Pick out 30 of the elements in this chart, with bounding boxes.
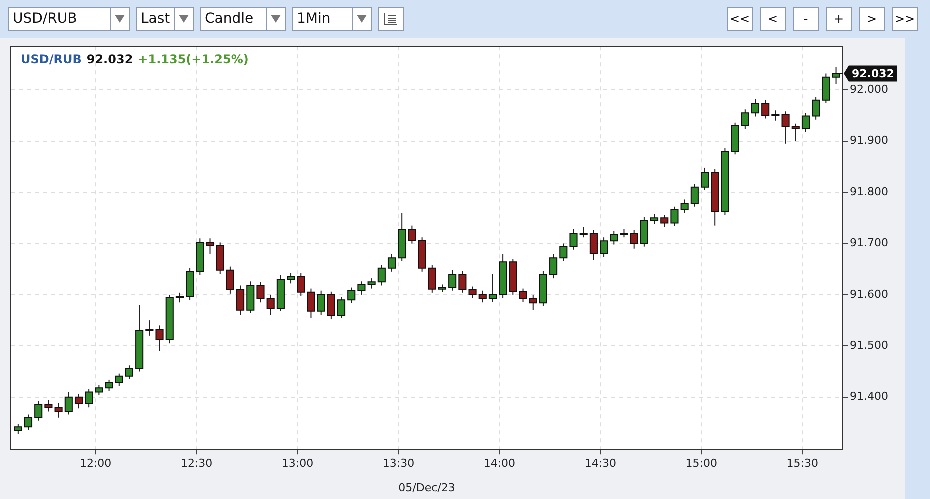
y-tick-label: 91.400 bbox=[850, 390, 888, 404]
x-tick-label: 13:30 bbox=[382, 457, 415, 470]
y-tick-label: 91.900 bbox=[850, 134, 888, 148]
y-tick-label: 91.600 bbox=[850, 288, 888, 301]
text: Candle bbox=[204, 11, 255, 27]
x-tick-label: 12:30 bbox=[180, 457, 213, 470]
annotation: 92.032 bbox=[86, 52, 134, 67]
text: + bbox=[826, 7, 852, 31]
text: 1Min bbox=[296, 11, 332, 27]
text: << bbox=[727, 7, 753, 31]
annotation: 92.032 bbox=[852, 68, 894, 81]
x-axis-title: 05/Dec/23 bbox=[398, 481, 456, 494]
text: Last bbox=[140, 11, 172, 27]
y-tick-label: 91.700 bbox=[850, 236, 888, 250]
x-tick-label: 13:00 bbox=[282, 457, 314, 470]
text: USD/RUB bbox=[12, 11, 78, 27]
y-tick-label: 91.800 bbox=[850, 185, 888, 198]
text: USD/RUB bbox=[21, 52, 82, 67]
annotation: +1.135(+1.25%) bbox=[138, 52, 249, 67]
y-tick-label: 92.000 bbox=[850, 82, 888, 96]
y-tick-label: 91.500 bbox=[850, 339, 888, 352]
x-tick-label: 14:30 bbox=[584, 457, 617, 470]
text: >> bbox=[892, 7, 918, 31]
text: > bbox=[859, 7, 885, 31]
x-tick-label: 12:00 bbox=[80, 457, 112, 470]
x-tick-label: 15:00 bbox=[686, 457, 718, 470]
x-tick-label: 15:30 bbox=[786, 457, 818, 470]
text: < bbox=[760, 7, 786, 31]
x-tick-label: 14:00 bbox=[484, 457, 516, 470]
text: - bbox=[793, 7, 819, 31]
